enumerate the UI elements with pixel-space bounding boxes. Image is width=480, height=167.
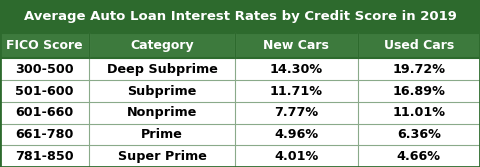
Text: 300-500: 300-500	[15, 63, 74, 76]
Bar	[0, 58, 480, 80]
Text: Prime: Prime	[141, 128, 183, 141]
Text: Category: Category	[130, 39, 194, 52]
Text: 501-600: 501-600	[15, 85, 73, 98]
Text: Super Prime: Super Prime	[118, 150, 206, 163]
Text: 4.01%: 4.01%	[274, 150, 319, 163]
Text: Deep Subprime: Deep Subprime	[107, 63, 217, 76]
Text: 6.36%: 6.36%	[397, 128, 441, 141]
Text: 4.96%: 4.96%	[275, 128, 318, 141]
Text: Subprime: Subprime	[127, 85, 197, 98]
Text: 14.30%: 14.30%	[270, 63, 323, 76]
Bar	[0, 0, 480, 33]
Text: 4.66%: 4.66%	[397, 150, 441, 163]
Text: 7.77%: 7.77%	[275, 106, 318, 119]
Bar	[0, 145, 480, 167]
Text: 601-660: 601-660	[15, 106, 73, 119]
Text: Nonprime: Nonprime	[127, 106, 197, 119]
Text: 781-850: 781-850	[15, 150, 74, 163]
Bar	[0, 80, 480, 102]
Text: 11.71%: 11.71%	[270, 85, 323, 98]
Text: FICO Score: FICO Score	[6, 39, 83, 52]
Text: 661-780: 661-780	[15, 128, 73, 141]
Bar	[0, 102, 480, 124]
Text: Used Cars: Used Cars	[384, 39, 454, 52]
Text: New Cars: New Cars	[264, 39, 329, 52]
Bar	[0, 124, 480, 145]
Text: Average Auto Loan Interest Rates by Credit Score in 2019: Average Auto Loan Interest Rates by Cred…	[24, 10, 456, 23]
Text: 16.89%: 16.89%	[392, 85, 445, 98]
Text: 19.72%: 19.72%	[392, 63, 445, 76]
Bar	[0, 33, 480, 58]
Text: 11.01%: 11.01%	[392, 106, 445, 119]
